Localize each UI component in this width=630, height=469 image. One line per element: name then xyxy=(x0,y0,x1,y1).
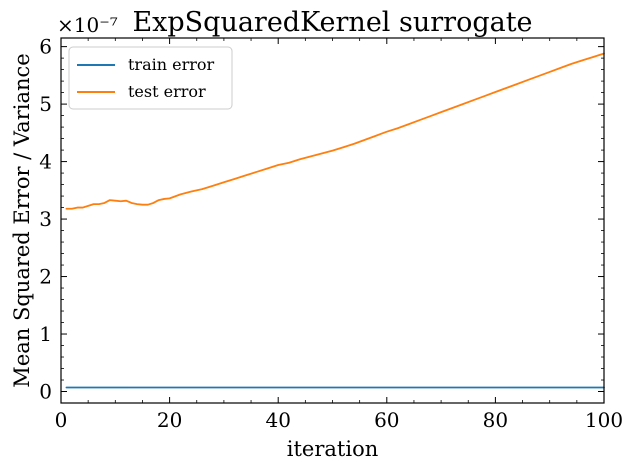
ticks-layer: 0 20 40 60 80 100 0 1 2 3 4 5 6 xyxy=(39,35,623,432)
x-tick-label: 20 xyxy=(157,408,182,432)
series-layer xyxy=(65,52,605,389)
legend-label-test: test error xyxy=(128,82,206,101)
y-tick-label: 6 xyxy=(39,35,52,59)
legend-label-train: train error xyxy=(128,55,215,74)
x-axis-label: iteration xyxy=(287,437,378,461)
y-tick-label: 5 xyxy=(39,92,52,116)
y-axis-offset-label: ×10⁻⁷ xyxy=(57,13,118,37)
x-tick-label: 60 xyxy=(374,408,399,432)
chart-title: ExpSquaredKernel surrogate xyxy=(132,7,532,38)
x-tick-label: 80 xyxy=(483,408,508,432)
y-tick-label: 4 xyxy=(39,150,52,174)
y-tick-label: 1 xyxy=(39,322,52,346)
y-tick-label: 3 xyxy=(39,207,52,231)
x-tick-label: 100 xyxy=(585,408,623,432)
x-tick-label: 40 xyxy=(265,408,290,432)
x-tick-label: 0 xyxy=(55,408,68,432)
legend: train error test error xyxy=(68,46,233,110)
y-tick-label: 0 xyxy=(39,380,52,404)
plot-frame xyxy=(60,37,605,404)
series-line-test-error xyxy=(65,52,605,210)
y-axis-label: Mean Squared Error / Variance xyxy=(10,53,34,387)
legend-box xyxy=(68,46,233,110)
y-tick-label: 2 xyxy=(39,265,52,289)
